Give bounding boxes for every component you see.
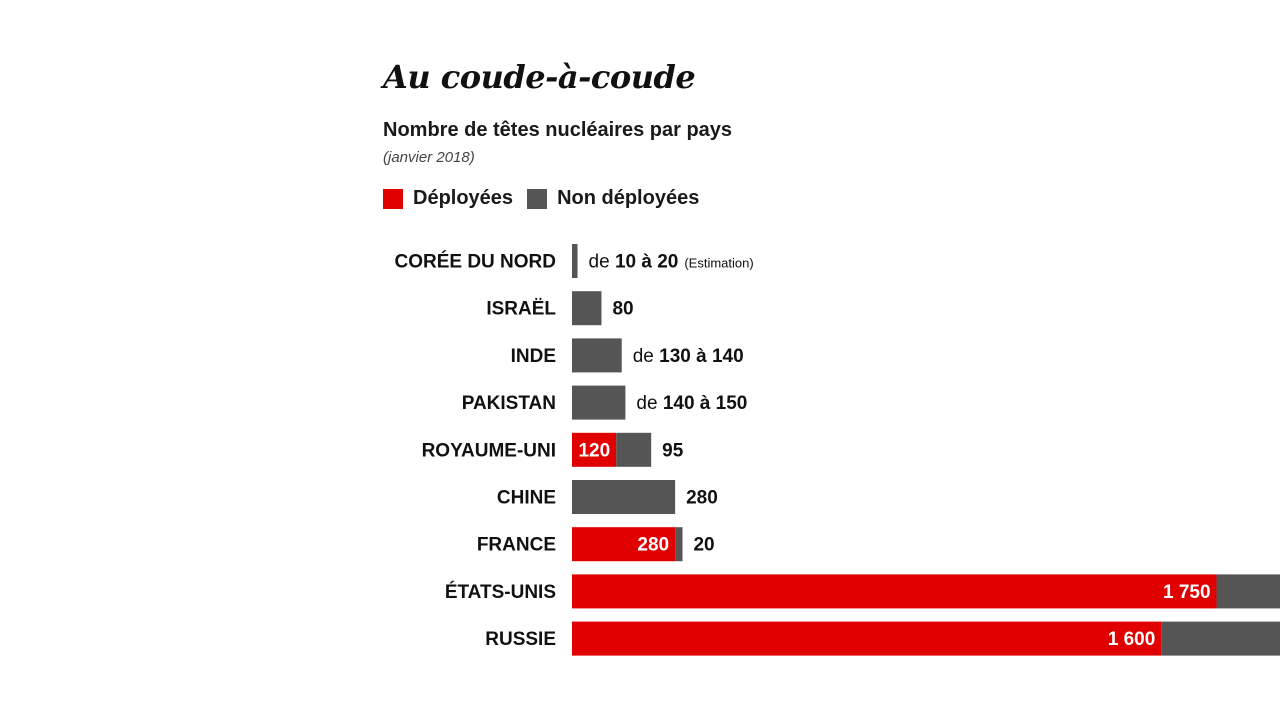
category-label-france: FRANCE xyxy=(477,535,556,556)
bar-non-deployed-royaume-uni xyxy=(616,432,652,467)
bar-non-deployed-russie xyxy=(1161,621,1280,656)
bar-non-deployed-france xyxy=(675,527,683,562)
bar-row-chine: CHINE 280 xyxy=(497,480,718,514)
category-label-israel: ISRAËL xyxy=(486,299,556,320)
bar-row-pakistan: PAKISTAN de 140 à 150 xyxy=(462,385,747,420)
value-label-deployed-royaume-uni: 120 xyxy=(578,440,610,461)
value-label-non-deployed-israel: 80 xyxy=(612,299,633,320)
value-label-non-deployed-chine: 280 xyxy=(686,488,718,509)
bar-deployed-france xyxy=(572,527,676,562)
value-label-non-deployed-inde: de 130 à 140 xyxy=(633,346,744,367)
category-label-pakistan: PAKISTAN xyxy=(462,393,556,414)
bar-row-royaume-uni: ROYAUME-UNI 120 95 xyxy=(422,432,684,467)
value-label-deployed-russie: 1 600 xyxy=(1108,629,1156,650)
bar-non-deployed-israel xyxy=(572,291,602,326)
value-label-non-deployed-coree-du-nord: de 10 à 20 (Estimation) xyxy=(589,252,754,273)
chart-legend: Déployées Non déployées xyxy=(383,187,713,210)
bar-row-russie: RUSSIE 1 600 xyxy=(485,621,1280,656)
value-label-deployed-france: 280 xyxy=(637,535,669,556)
bar-deployed-royaume-uni xyxy=(572,432,617,467)
bar-row-inde: INDE de 130 à 140 xyxy=(511,338,744,373)
bar-row-france: FRANCE 280 20 xyxy=(477,527,715,562)
bar-deployed-etats-unis xyxy=(572,574,1217,609)
legend-label-non-deployed: Non déployées xyxy=(557,187,700,209)
legend-label-deployed: Déployées xyxy=(413,187,514,209)
chart-date-note: (janvier 2018) xyxy=(383,149,475,166)
legend-swatch-deployed xyxy=(383,188,403,209)
value-label-deployed-etats-unis: 1 750 xyxy=(1163,582,1211,603)
category-label-royaume-uni: ROYAUME-UNI xyxy=(422,440,556,461)
bar-non-deployed-chine xyxy=(572,480,676,514)
category-label-inde: INDE xyxy=(511,346,556,367)
category-label-coree-du-nord: CORÉE DU NORD xyxy=(394,251,556,273)
legend-item-deployed: Déployées xyxy=(383,187,513,210)
bar-non-deployed-coree-du-nord xyxy=(572,244,578,278)
bar-row-coree-du-nord: CORÉE DU NORD de 10 à 20 (Estimation) xyxy=(394,244,754,278)
bar-non-deployed-pakistan xyxy=(572,385,626,420)
bar-non-deployed-inde xyxy=(572,338,622,373)
category-label-etats-unis: ÉTATS-UNIS xyxy=(445,581,556,603)
bar-row-etats-unis: ÉTATS-UNIS 1 750 xyxy=(445,574,1280,609)
legend-swatch-non-deployed xyxy=(527,188,548,209)
value-label-non-deployed-royaume-uni: 95 xyxy=(662,440,684,461)
value-label-non-deployed-france: 20 xyxy=(693,535,714,556)
bar-non-deployed-etats-unis xyxy=(1216,574,1280,609)
chart-subtitle: Nombre de têtes nucléaires par pays xyxy=(383,119,733,141)
category-label-chine: CHINE xyxy=(497,488,556,509)
category-label-russie: RUSSIE xyxy=(485,629,556,650)
value-label-non-deployed-pakistan: de 140 à 150 xyxy=(636,393,747,414)
bar-deployed-russie xyxy=(572,621,1162,656)
legend-item-non-deployed: Non déployées xyxy=(527,187,699,210)
bar-row-israel: ISRAËL 80 xyxy=(486,291,634,326)
chart-title: Au coude-à-coude xyxy=(383,58,696,96)
